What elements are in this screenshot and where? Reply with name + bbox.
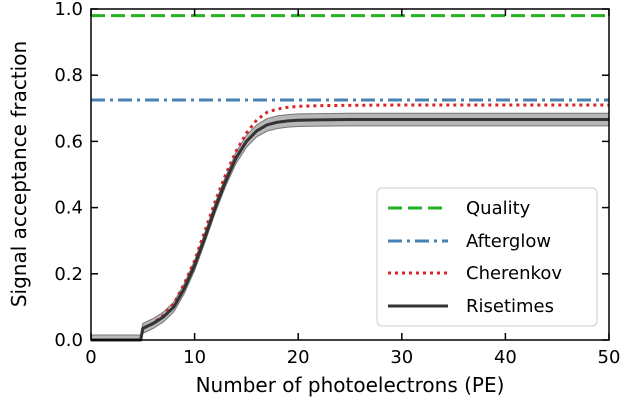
legend-label-cherenkov: Cherenkov: [466, 263, 562, 284]
legend-label-risetimes: Risetimes: [466, 296, 554, 317]
risetimes-band-lower-edge: [91, 125, 609, 341]
series-line-cherenkov: [91, 103, 609, 342]
ticks-layer: 0 10 20 30 40 50 0.0 0.2 0.4 0.6 0.8 1.0: [54, 0, 620, 368]
band-layer: [91, 112, 609, 341]
x-tick-label: 20: [287, 347, 310, 368]
y-axis-label: Signal acceptance fraction: [7, 41, 31, 307]
y-tick-label: 0.4: [54, 198, 83, 219]
legend-box: [376, 187, 598, 327]
x-tick-label: 10: [183, 347, 206, 368]
y-tick-label: 0.8: [54, 65, 83, 86]
y-tick-label: 1.0: [54, 0, 83, 20]
risetimes-band-upper-edge: [91, 112, 609, 336]
y-tick-label: 0.0: [54, 330, 83, 351]
legend-label-afterglow: Afterglow: [466, 231, 551, 252]
plot-area: [90, 8, 610, 342]
legend: Quality Afterglow Cherenkov Risetimes: [376, 187, 598, 327]
plot-frame: [90, 8, 610, 341]
series-line-risetimes: [91, 118, 609, 342]
legend-label-quality: Quality: [466, 198, 531, 219]
x-axis-label: Number of photoelectrons (PE): [196, 373, 505, 397]
legend-items: Quality Afterglow Cherenkov Risetimes: [388, 198, 562, 317]
x-tick-label: 30: [390, 347, 413, 368]
y-tick-label: 0.2: [54, 264, 83, 285]
series-layer: [91, 14, 609, 342]
x-tick-label: 0: [85, 347, 96, 368]
x-tick-label: 40: [494, 347, 517, 368]
x-tick-label: 50: [598, 347, 621, 368]
y-tick-label: 0.6: [54, 131, 83, 152]
